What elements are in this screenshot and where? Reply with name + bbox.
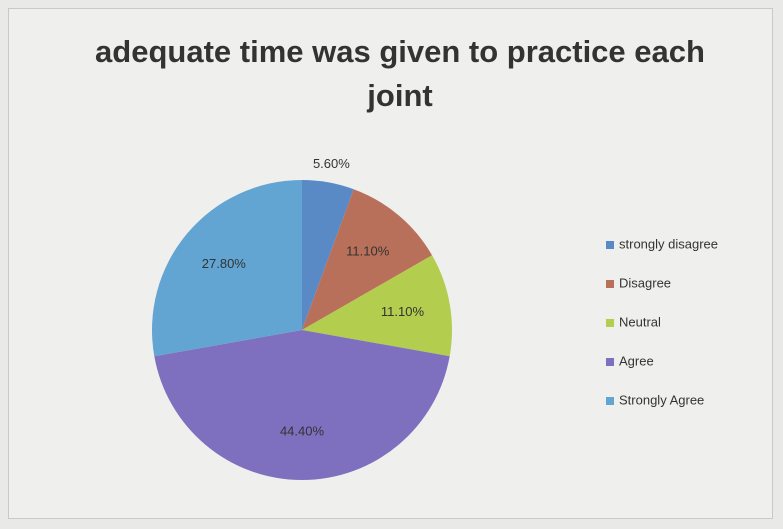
data-label: 5.60% <box>313 156 350 171</box>
legend-swatch <box>606 280 614 288</box>
data-label: 11.10% <box>346 243 390 258</box>
data-label: 11.10% <box>381 304 425 319</box>
pie-slice <box>154 330 450 481</box>
legend-swatch <box>606 358 614 366</box>
legend-label: strongly disagree <box>619 236 718 251</box>
pie-slice <box>302 255 453 357</box>
chart-title: adequate time was given to practice each… <box>95 34 705 113</box>
pie-slice <box>302 180 354 330</box>
legend-label: Agree <box>619 353 654 368</box>
legend-label: Disagree <box>619 275 671 290</box>
legend-swatch <box>606 319 614 327</box>
pie-slice <box>152 180 302 357</box>
legend-label: Neutral <box>619 314 661 329</box>
legend-swatch <box>606 397 614 405</box>
pie-slice <box>302 189 433 330</box>
legend-swatch <box>606 241 614 249</box>
data-label: 44.40% <box>280 423 325 438</box>
legend-label: Strongly Agree <box>619 392 704 407</box>
data-label: 27.80% <box>202 256 247 271</box>
